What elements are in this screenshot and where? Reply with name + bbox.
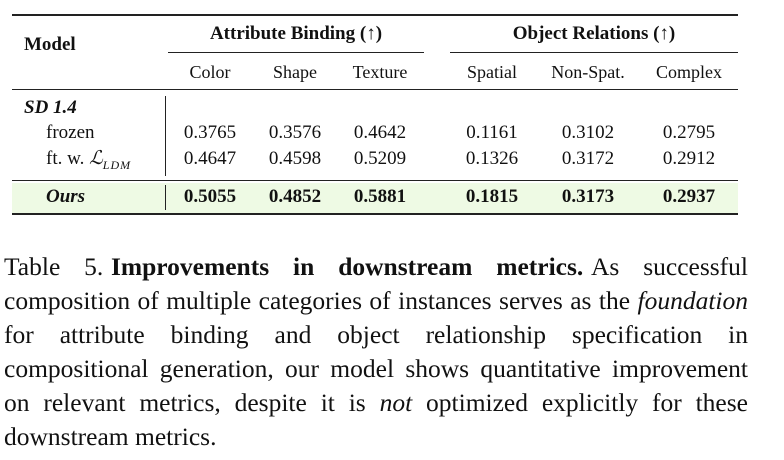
cell-value: 0.2795 — [662, 122, 716, 143]
column-header: Texture — [352, 62, 408, 82]
rule — [168, 52, 424, 53]
column-header: Color — [189, 62, 231, 82]
rule — [12, 180, 738, 181]
caption-label: Table 5. — [4, 252, 104, 281]
caption-text: As successful composition of multiple ca… — [4, 252, 748, 315]
rule — [12, 14, 738, 16]
cell-value: 0.3173 — [561, 186, 615, 207]
column-header: Shape — [273, 62, 317, 82]
header-model: Model — [24, 34, 76, 55]
cell-value: 0.5881 — [353, 186, 407, 207]
cell-value: 0.3102 — [561, 122, 615, 143]
row-label-text: frozen — [46, 122, 95, 143]
column-header: Non-Spat. — [551, 62, 625, 82]
cell-value: 0.4647 — [183, 148, 237, 169]
rule — [165, 185, 166, 210]
cell-value: 0.5209 — [353, 148, 407, 169]
cell-value: 0.3765 — [183, 122, 237, 143]
caption: Table 5. Improvements in downstream metri… — [4, 250, 748, 454]
rule — [12, 213, 738, 215]
cell-value: 0.3172 — [561, 148, 615, 169]
cell-value: 0.4598 — [268, 148, 322, 169]
cell-value: 0.4642 — [353, 122, 407, 143]
row-label-text: ft. w. — [46, 148, 90, 169]
rule — [12, 89, 738, 90]
section-label: SD 1.4 — [24, 97, 77, 118]
cell-value: 0.4852 — [268, 186, 322, 207]
row-label-subscript: LDM — [102, 157, 132, 172]
row-label: ft. w. ℒLDM — [46, 148, 131, 176]
cell-value: 0.5055 — [183, 186, 237, 207]
column-header: Complex — [656, 62, 722, 82]
column-header: Spatial — [467, 62, 517, 82]
cell-value: 0.2912 — [662, 148, 716, 169]
cell-value: 0.1326 — [465, 148, 519, 169]
rule — [165, 96, 166, 176]
row-label-math: ℒ — [89, 148, 103, 169]
cell-value: 0.2937 — [662, 186, 716, 207]
highlight-background — [12, 183, 738, 213]
caption-title: Improvements in downstream metrics. — [110, 252, 584, 281]
group-header: Attribute Binding (↑) — [209, 23, 383, 44]
cell-value: 0.1815 — [465, 186, 519, 207]
caption-text: optimized explicitly for these downstrea… — [4, 388, 748, 451]
group-header: Object Relations (↑) — [512, 23, 676, 44]
caption-text: for attribute binding and object relatio… — [4, 320, 748, 417]
cell-value: 0.3576 — [268, 122, 322, 143]
rule — [450, 52, 738, 53]
caption-italic: not — [379, 388, 413, 417]
cell-value: 0.1161 — [466, 122, 518, 143]
row-label: frozen — [46, 122, 95, 144]
caption-italic: foundation — [637, 286, 748, 315]
row-label: Ours — [46, 186, 86, 207]
